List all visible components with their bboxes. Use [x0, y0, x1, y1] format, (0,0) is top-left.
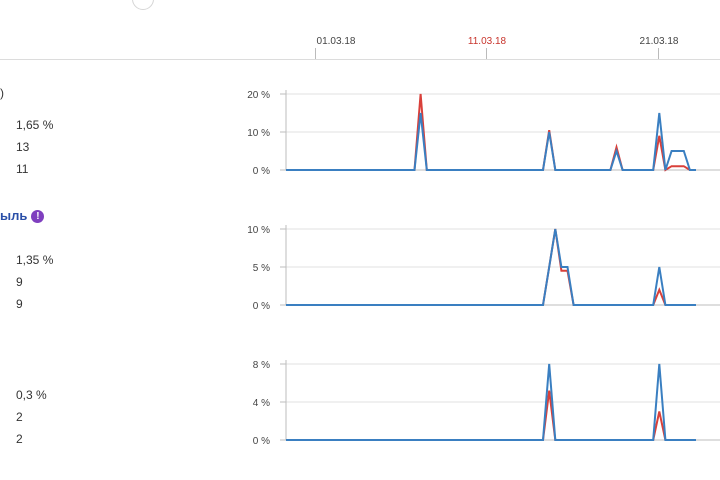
- chart-2-blue-line: [286, 228, 696, 306]
- metric-3-count-a: 2: [16, 410, 23, 424]
- metric-1-count-b: 11: [16, 162, 29, 176]
- metric-1-count-a: 13: [16, 140, 30, 154]
- chart-3-red-line: [286, 390, 696, 441]
- chart-2-ytick-label: 10 %: [247, 225, 270, 236]
- metric-3-count-b: 2: [16, 432, 23, 446]
- metric-2-count-b: 9: [16, 297, 23, 311]
- date-label-1: 01.03.18: [316, 36, 356, 47]
- chart-3-ytick-label: 0 %: [253, 436, 270, 447]
- chart-2-ytick-label: 0 %: [253, 301, 270, 312]
- chart-2-ytick-label: 5 %: [253, 263, 270, 274]
- chart-1-ytick-label: 20 %: [247, 90, 270, 101]
- header-divider: [0, 59, 720, 60]
- chart-3-ytick-label: 4 %: [253, 398, 270, 409]
- date-tick-2: [486, 48, 487, 59]
- metric-2-rate: 1,35 %: [16, 253, 54, 267]
- date-tick-1: [315, 48, 316, 59]
- date-label-3: 21.03.18: [639, 36, 679, 47]
- chart-3-blue-line: [286, 363, 696, 441]
- chart-1-ytick-label: 10 %: [247, 128, 270, 139]
- date-tick-3: [658, 48, 659, 59]
- section-title-2-text[interactable]: ыль: [0, 208, 28, 223]
- metric-3-rate: 0,3 %: [16, 388, 47, 402]
- section-title-2[interactable]: ыль!: [0, 208, 45, 223]
- chart-3-ytick-label: 8 %: [253, 360, 270, 371]
- info-icon[interactable]: !: [31, 210, 45, 223]
- date-label-2: 11.03.18: [467, 36, 507, 47]
- metric-1-rate: 1,65 %: [16, 118, 54, 132]
- partial-glyph: ): [0, 86, 4, 100]
- metric-2-count-a: 9: [16, 275, 23, 289]
- chart-1-blue-line: [286, 112, 696, 171]
- chart-1-ytick-label: 0 %: [253, 166, 270, 177]
